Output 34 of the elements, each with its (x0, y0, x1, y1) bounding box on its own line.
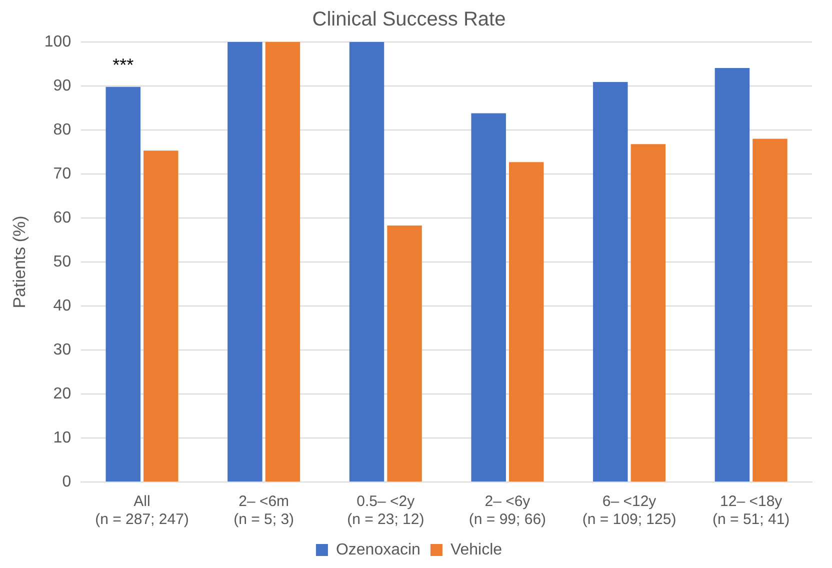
bar (508, 162, 544, 482)
bar (471, 113, 506, 482)
y-tick-label: 60 (53, 209, 72, 226)
bar (752, 138, 788, 482)
bar (387, 225, 422, 482)
y-tick-label: 70 (53, 165, 72, 182)
bar (265, 42, 300, 482)
x-tick-label: 6– <12y (n = 109; 125) (582, 493, 676, 528)
x-tick-label: 0.5– <2y (n = 23; 12) (347, 493, 424, 528)
x-tick-label: 2– <6y (n = 99; 66) (468, 493, 546, 528)
bar (106, 86, 140, 482)
bar (228, 42, 262, 482)
x-tick-label: 12– <18y (n = 51; 41) (712, 493, 790, 528)
y-tick-label: 30 (53, 341, 72, 358)
y-tick-label: 40 (53, 297, 72, 314)
x-tick-label: All (n = 287; 247) (95, 493, 189, 528)
legend-label: Ozenoxacin (336, 541, 420, 558)
y-tick-label: 20 (53, 385, 72, 402)
bar (144, 150, 178, 482)
y-tick-label: 0 (62, 473, 72, 490)
bar (349, 42, 384, 482)
bar (593, 82, 628, 482)
y-tick-label: 100 (44, 33, 72, 50)
y-tick-label: 50 (53, 253, 72, 270)
annotation: *** (112, 54, 134, 75)
chart-title: Clinical Success Rate (312, 8, 506, 31)
legend-label: Vehicle (450, 541, 502, 558)
y-tick-label: 10 (53, 429, 72, 446)
y-tick-label: 80 (53, 121, 72, 138)
y-tick-label: 90 (53, 77, 72, 94)
bar (714, 68, 750, 482)
x-tick-label: 2– <6m (n = 5; 3) (234, 493, 294, 528)
y-axis-title: Patients (%) (10, 216, 29, 308)
bar (630, 144, 666, 482)
